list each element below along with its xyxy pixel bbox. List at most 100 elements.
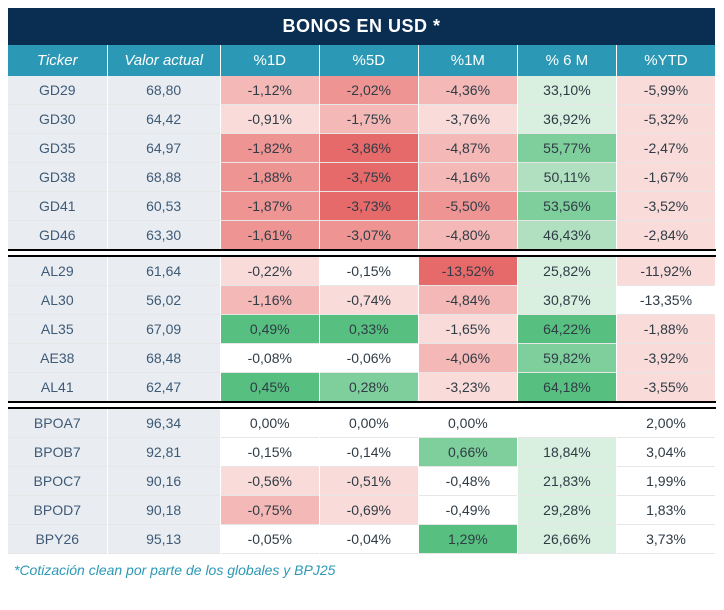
cell-pct: -2,47% [616,134,715,163]
cell-pct: -1,12% [220,76,319,105]
cell-pct: -3,86% [319,134,418,163]
table-row: AL3056,02-1,16%-0,74%-4,84%30,87%-13,35% [8,286,716,315]
cell-pct: 0,49% [220,315,319,344]
table-row: BPY2695,13-0,05%-0,04%1,29%26,66%3,73% [8,525,716,554]
col-1d: %1D [220,45,319,76]
table-row: BPOD790,18-0,75%-0,69%-0,49%29,28%1,83% [8,496,716,525]
cell-pct: -0,22% [220,256,319,286]
col-ytd: %YTD [616,45,715,76]
cell-pct: 46,43% [517,221,616,251]
cell-ticker: AE38 [8,344,107,373]
cell-pct: -3,52% [616,192,715,221]
cell-pct: -3,23% [418,373,517,403]
cell-pct: 59,82% [517,344,616,373]
cell-pct: -1,88% [220,163,319,192]
cell-pct: -0,74% [319,286,418,315]
cell-ticker: GD41 [8,192,107,221]
cell-ticker: GD29 [8,76,107,105]
cell-pct: -0,48% [418,467,517,496]
cell-ticker: BPOA7 [8,408,107,438]
cell-ticker: BPOB7 [8,438,107,467]
cell-pct: -0,15% [319,256,418,286]
cell-valor: 64,97 [107,134,220,163]
cell-pct: -1,87% [220,192,319,221]
table-row: GD2968,80-1,12%-2,02%-4,36%33,10%-5,99% [8,76,716,105]
cell-pct: 33,10% [517,76,616,105]
cell-pct: -3,76% [418,105,517,134]
cell-valor: 62,47 [107,373,220,403]
cell-pct: -1,65% [418,315,517,344]
footnote: *Cotización clean por parte de los globa… [8,554,716,582]
cell-pct: -4,36% [418,76,517,105]
cell-pct: 1,83% [616,496,715,525]
table-row: BPOC790,16-0,56%-0,51%-0,48%21,83%1,99% [8,467,716,496]
table-row: GD3868,88-1,88%-3,75%-4,16%50,11%-1,67% [8,163,716,192]
cell-pct: -0,14% [319,438,418,467]
cell-ticker: AL30 [8,286,107,315]
cell-pct: 50,11% [517,163,616,192]
cell-pct: 0,28% [319,373,418,403]
cell-pct: -1,61% [220,221,319,251]
bonds-table: BONOS EN USD * Ticker Valor actual %1D %… [8,8,716,554]
cell-ticker: GD35 [8,134,107,163]
cell-pct: -2,02% [319,76,418,105]
cell-valor: 96,34 [107,408,220,438]
cell-valor: 67,09 [107,315,220,344]
cell-ticker: BPOD7 [8,496,107,525]
cell-pct: -2,84% [616,221,715,251]
cell-valor: 64,42 [107,105,220,134]
cell-pct: 3,73% [616,525,715,554]
cell-pct: -0,56% [220,467,319,496]
cell-pct: 53,56% [517,192,616,221]
cell-pct: 0,33% [319,315,418,344]
cell-valor: 90,16 [107,467,220,496]
cell-ticker: GD38 [8,163,107,192]
cell-valor: 56,02 [107,286,220,315]
cell-pct: 0,66% [418,438,517,467]
col-ticker: Ticker [8,45,107,76]
cell-pct: -5,50% [418,192,517,221]
cell-pct: 0,00% [319,408,418,438]
cell-pct: -4,84% [418,286,517,315]
cell-pct: -0,69% [319,496,418,525]
cell-pct: 25,82% [517,256,616,286]
cell-pct [517,408,616,438]
table-row: AL2961,64-0,22%-0,15%-13,52%25,82%-11,92… [8,256,716,286]
cell-pct: -5,99% [616,76,715,105]
cell-pct: 30,87% [517,286,616,315]
cell-pct: 29,28% [517,496,616,525]
cell-pct: -5,32% [616,105,715,134]
cell-pct: -4,16% [418,163,517,192]
cell-pct: 21,83% [517,467,616,496]
cell-pct: 55,77% [517,134,616,163]
cell-ticker: GD46 [8,221,107,251]
cell-pct: 0,00% [220,408,319,438]
cell-ticker: GD30 [8,105,107,134]
cell-pct: 36,92% [517,105,616,134]
cell-pct: -3,92% [616,344,715,373]
cell-pct: 26,66% [517,525,616,554]
cell-valor: 63,30 [107,221,220,251]
cell-pct: 0,00% [418,408,517,438]
cell-pct: 64,18% [517,373,616,403]
cell-pct: -11,92% [616,256,715,286]
cell-valor: 68,48 [107,344,220,373]
cell-pct: 2,00% [616,408,715,438]
cell-pct: -13,35% [616,286,715,315]
cell-pct: -3,07% [319,221,418,251]
col-valor: Valor actual [107,45,220,76]
cell-valor: 90,18 [107,496,220,525]
table-row: GD3564,97-1,82%-3,86%-4,87%55,77%-2,47% [8,134,716,163]
col-1m: %1M [418,45,517,76]
cell-pct: -13,52% [418,256,517,286]
cell-pct: -4,87% [418,134,517,163]
table-row: BPOA796,340,00%0,00%0,00%2,00% [8,408,716,438]
table-header-row: Ticker Valor actual %1D %5D %1M % 6 M %Y… [8,45,716,76]
cell-valor: 60,53 [107,192,220,221]
table-row: GD4663,30-1,61%-3,07%-4,80%46,43%-2,84% [8,221,716,251]
cell-pct: -0,04% [319,525,418,554]
table-body: GD2968,80-1,12%-2,02%-4,36%33,10%-5,99%G… [8,76,716,554]
cell-ticker: AL35 [8,315,107,344]
cell-ticker: BPY26 [8,525,107,554]
cell-pct: -0,06% [319,344,418,373]
